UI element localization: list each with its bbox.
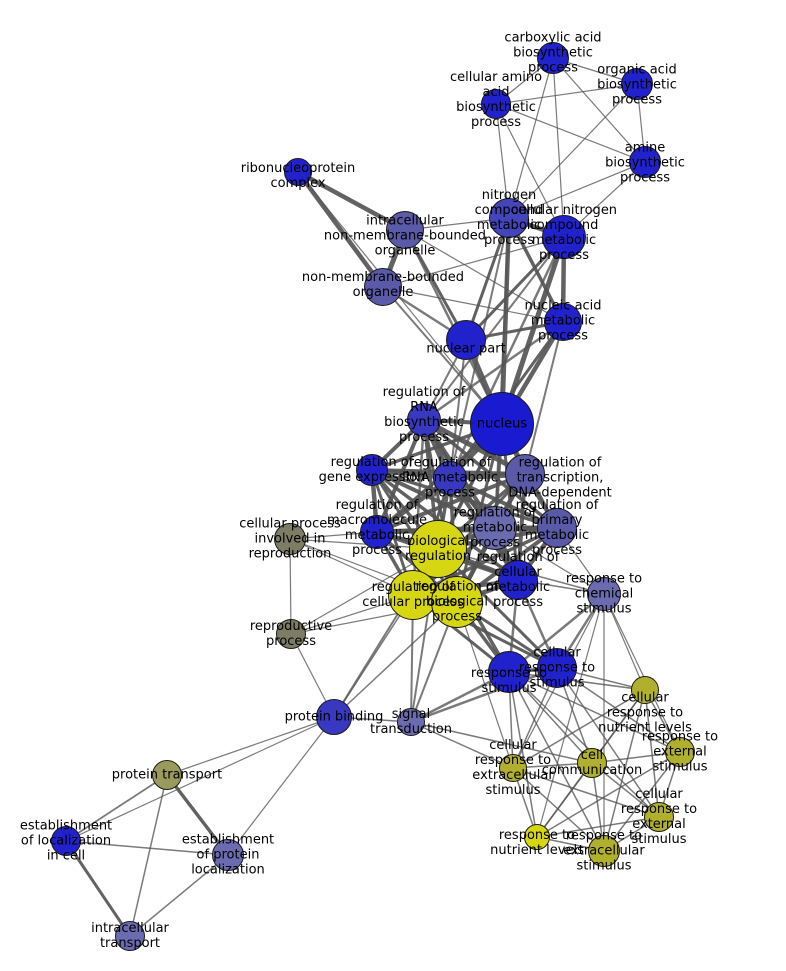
graph-node[interactable] xyxy=(644,802,674,832)
graph-node[interactable] xyxy=(498,560,538,600)
graph-edge xyxy=(64,840,132,937)
graph-edge xyxy=(603,593,646,691)
graph-edge xyxy=(333,601,458,718)
graph-node[interactable] xyxy=(284,158,312,186)
graph-node[interactable] xyxy=(499,754,527,782)
graph-edge xyxy=(495,83,638,105)
graph-edge xyxy=(410,721,514,769)
graph-edge xyxy=(382,286,564,323)
graph-node[interactable] xyxy=(360,515,394,549)
graph-edge xyxy=(536,593,605,838)
graph-edge xyxy=(449,339,467,479)
graph-node[interactable] xyxy=(537,648,577,688)
graph-edge xyxy=(423,320,564,422)
graph-node[interactable] xyxy=(587,577,621,611)
graph-edge xyxy=(404,229,564,323)
graph-node[interactable] xyxy=(446,320,486,360)
graph-edge xyxy=(65,716,335,842)
graph-node[interactable] xyxy=(316,699,352,735)
graph-edge xyxy=(524,321,564,475)
graph-edge xyxy=(644,689,660,818)
graph-edge xyxy=(508,671,681,753)
graph-edge xyxy=(536,751,681,838)
graph-edge xyxy=(556,667,681,753)
graph-edge xyxy=(508,83,638,219)
graph-node[interactable] xyxy=(537,508,577,548)
graph-node[interactable] xyxy=(481,89,511,119)
graph-edge xyxy=(129,774,168,937)
graph-edge xyxy=(65,840,229,856)
graph-edge xyxy=(508,57,554,219)
graph-edge xyxy=(552,57,646,163)
graph-node[interactable] xyxy=(470,392,534,456)
graph-edge xyxy=(423,236,565,421)
graph-node[interactable] xyxy=(51,826,81,856)
graph-edge xyxy=(512,689,646,769)
graph-edge xyxy=(508,671,538,838)
graph-edge xyxy=(166,716,335,776)
graph-node[interactable] xyxy=(505,454,545,494)
graph-node[interactable] xyxy=(386,211,424,249)
graph-edge xyxy=(65,774,168,842)
graph-node[interactable] xyxy=(274,523,306,555)
graph-node[interactable] xyxy=(537,42,569,74)
graph-node[interactable] xyxy=(276,619,306,649)
graph-node[interactable] xyxy=(544,303,582,341)
graph-node[interactable] xyxy=(397,708,425,736)
graph-node[interactable] xyxy=(388,570,438,620)
graph-edge xyxy=(508,671,605,852)
graph-node[interactable] xyxy=(542,215,586,259)
graph-node[interactable] xyxy=(433,461,467,495)
graph-node[interactable] xyxy=(473,506,517,550)
graph-edge xyxy=(410,548,439,723)
graph-node[interactable] xyxy=(409,520,467,578)
graph-node[interactable] xyxy=(431,576,483,628)
graph-node[interactable] xyxy=(629,146,661,178)
graph-node[interactable] xyxy=(488,651,530,693)
graph-edge xyxy=(512,767,605,852)
graph-edge xyxy=(603,593,681,753)
graph-node[interactable] xyxy=(115,921,145,951)
graph-edge xyxy=(410,721,593,764)
graph-edge xyxy=(448,236,566,479)
graph-node[interactable] xyxy=(489,198,529,238)
graph-edge xyxy=(508,161,646,219)
graph-edge xyxy=(536,816,660,838)
graph-node[interactable] xyxy=(631,676,659,704)
graph-node[interactable] xyxy=(212,839,244,871)
graph-edge xyxy=(464,235,566,342)
graph-edge xyxy=(129,854,229,937)
graph-edge xyxy=(371,468,558,530)
graph-edge xyxy=(508,671,660,818)
graph-edge xyxy=(495,103,646,163)
graph-node[interactable] xyxy=(665,737,695,767)
graph-node[interactable] xyxy=(364,268,402,306)
graph-edge xyxy=(512,767,660,818)
graph-edge xyxy=(464,217,511,341)
graph-edge xyxy=(603,751,681,852)
graph-node[interactable] xyxy=(621,68,653,100)
graph-edge xyxy=(495,103,565,238)
graph-node[interactable] xyxy=(577,748,607,778)
graph-edge xyxy=(410,666,558,724)
graph-edge xyxy=(556,667,660,818)
graph-node[interactable] xyxy=(356,454,388,486)
graph-node[interactable] xyxy=(524,824,550,850)
graph-node[interactable] xyxy=(588,835,620,867)
graph-edge xyxy=(382,236,565,288)
graph-node[interactable] xyxy=(407,403,441,437)
graph-node[interactable] xyxy=(152,760,182,790)
graph-edge xyxy=(552,57,565,238)
graph-edge xyxy=(296,170,385,289)
graph-edge xyxy=(227,716,335,856)
